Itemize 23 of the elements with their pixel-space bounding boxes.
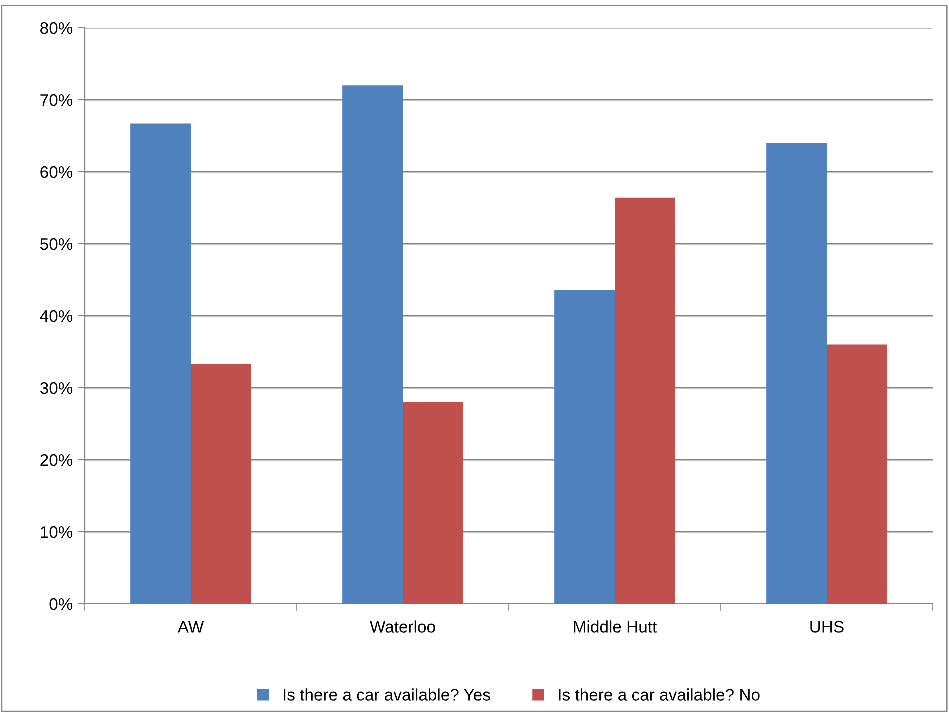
bar	[403, 402, 464, 604]
x-tick-label: AW	[178, 621, 204, 633]
y-tick-label: 60%	[40, 166, 73, 178]
y-tick-label: 50%	[40, 238, 73, 250]
bar	[615, 198, 676, 604]
bar	[554, 290, 615, 604]
bar	[130, 124, 191, 604]
x-tick-label: Middle Hutt	[574, 620, 658, 633]
y-tick-label: 30%	[40, 382, 73, 394]
x-tick-label: UHS	[810, 621, 844, 633]
y-tick-label: 20%	[40, 454, 73, 466]
bar	[827, 344, 888, 604]
bar	[342, 86, 403, 604]
legend-label: Is there a car available? Yes	[284, 688, 490, 701]
x-tick-label: Waterloo	[370, 620, 436, 633]
bar	[191, 364, 252, 604]
y-tick-label: 80%	[40, 22, 73, 34]
y-tick-label: 10%	[41, 526, 73, 538]
y-tick-label: 0%	[50, 598, 73, 610]
y-tick-label: 70%	[40, 94, 73, 106]
bar	[766, 143, 827, 604]
legend-label: Is there a car available? No	[559, 688, 760, 701]
y-tick-label: 40%	[40, 310, 73, 322]
